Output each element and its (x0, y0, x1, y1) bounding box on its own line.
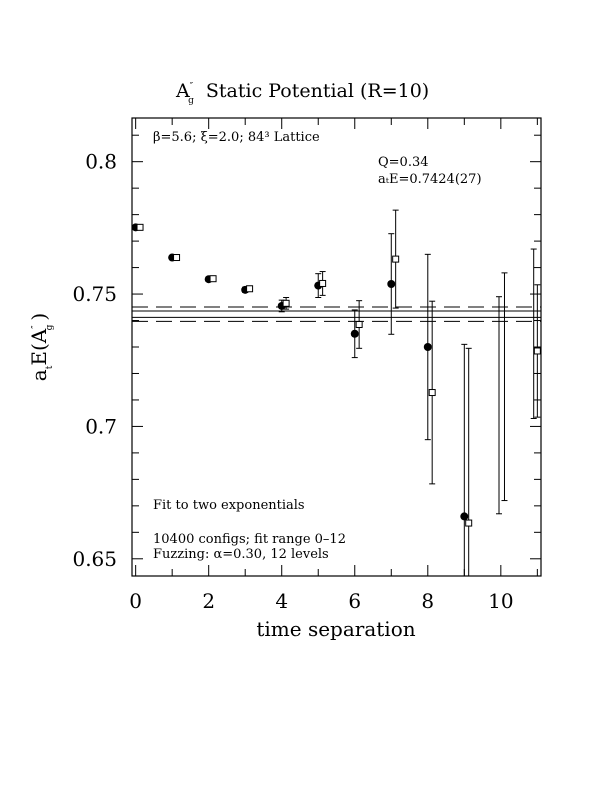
data-points (131, 209, 541, 576)
data-point-circle (350, 329, 359, 338)
data-point-circle (423, 343, 432, 351)
data-point-square (465, 519, 473, 527)
x-tick-label: 2 (202, 589, 215, 613)
y-axis-label: atE(A″ g) (27, 313, 55, 381)
data-point-square (173, 254, 181, 262)
x-axis-label: time separation (256, 617, 415, 641)
x-tick-label: 6 (348, 589, 361, 613)
x-tick-label: 0 (129, 589, 142, 613)
q-annotation: Q=0.34 (378, 155, 429, 170)
energy-annotation: aₜE=0.7424(27) (378, 172, 482, 187)
configs-annotation: 10400 configs; fit range 0–12 (153, 532, 346, 547)
data-point-square (319, 279, 327, 287)
x-tick-label: 10 (488, 589, 513, 613)
fuzzing-annotation: Fuzzing: α=0.30, 12 levels (153, 547, 329, 562)
data-point-square (355, 320, 363, 328)
fit-band (132, 306, 541, 322)
data-point-circle (387, 279, 396, 288)
chart-title: A″ g Static Potential (R=10) (175, 80, 429, 106)
x-tick-label: 4 (275, 589, 288, 613)
data-point-square (136, 223, 144, 231)
data-point-square (209, 275, 217, 283)
data-point-circle (460, 512, 469, 521)
y-tick-label: 0.75 (72, 282, 117, 306)
data-point-square (246, 285, 254, 293)
y-tick-label: 0.65 (72, 547, 117, 571)
data-point-square (282, 299, 290, 307)
y-tick-label: 0.7 (85, 414, 117, 438)
x-tick-label: 8 (421, 589, 434, 613)
data-point-square (392, 255, 400, 263)
data-point-square (533, 347, 541, 355)
data-point-square (428, 389, 436, 397)
y-tick-label: 0.8 (85, 150, 117, 174)
fit-annotation: Fit to two exponentials (153, 498, 305, 513)
lattice-annotation: β=5.6; ξ=2.0; 84³ Lattice (153, 130, 320, 145)
